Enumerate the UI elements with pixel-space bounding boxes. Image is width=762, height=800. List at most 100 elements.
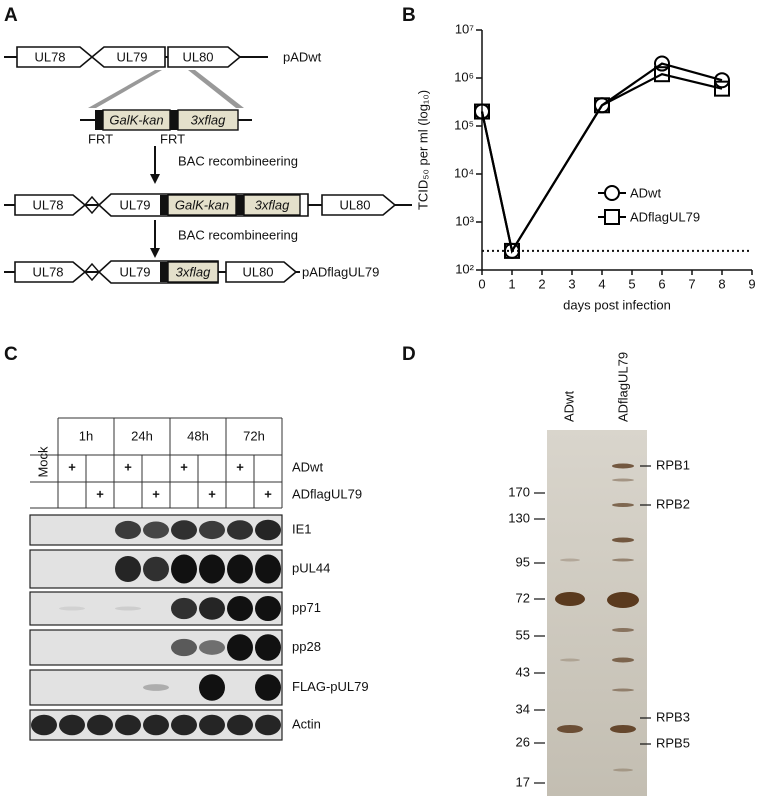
data-point	[504, 242, 520, 259]
blot-band	[115, 520, 141, 540]
legend-label: ADflagUL79	[630, 209, 700, 224]
x-tick-label: 4	[598, 276, 605, 291]
blot-band	[199, 597, 225, 620]
label: UL78	[34, 49, 65, 64]
gene-arrow	[321, 194, 397, 216]
construct-name: pADflagUL79	[302, 264, 379, 279]
y-tick-label: 10⁷	[455, 21, 474, 36]
cassette-part	[243, 194, 301, 216]
blot-band	[255, 519, 281, 541]
x-tick-label: 3	[568, 276, 575, 291]
data-point	[474, 103, 490, 120]
blot-band	[143, 714, 169, 736]
gel-band	[612, 558, 634, 562]
blot-band	[171, 554, 197, 584]
x-tick-label: 8	[718, 276, 725, 291]
blot-band	[171, 597, 197, 620]
time-label: 72h	[243, 428, 265, 443]
blot-band	[255, 554, 281, 584]
plus-sign: +	[152, 486, 160, 501]
cassette-part	[167, 261, 219, 283]
legend-marker	[604, 185, 620, 201]
plus-sign: +	[236, 459, 244, 474]
blot-band	[143, 684, 169, 691]
legend-label: ADwt	[630, 185, 661, 200]
blot-band	[199, 640, 225, 655]
gene-arrow	[225, 261, 298, 283]
panel-label: D	[402, 344, 416, 365]
cassette-label: 3xflag	[191, 112, 226, 127]
cassette-part	[177, 109, 239, 131]
marker-label: 26	[516, 734, 530, 749]
blot-band	[171, 714, 197, 736]
blot-label: IE1	[292, 521, 312, 536]
label: UL79	[116, 49, 147, 64]
marker-label: 130	[508, 510, 530, 525]
gene-arrow	[167, 46, 242, 68]
gel-band	[612, 537, 634, 543]
gel-band	[555, 592, 585, 606]
marker-label: 95	[516, 554, 530, 569]
gel-band	[612, 657, 634, 663]
gene-arrow	[16, 46, 94, 68]
data-point	[714, 80, 730, 97]
series-line	[480, 73, 723, 254]
mock-label: Mock	[35, 446, 50, 478]
blot-band	[143, 556, 169, 582]
panel-label: C	[4, 344, 18, 365]
data-point	[714, 72, 730, 89]
blot-band	[199, 554, 225, 584]
label: UL80	[242, 264, 273, 279]
blot-band	[143, 521, 169, 539]
blot-label: pUL44	[292, 560, 330, 575]
frt-block	[95, 110, 103, 130]
blot-band	[199, 714, 225, 736]
x-tick-label: 2	[538, 276, 545, 291]
step-label: BAC recombineering	[178, 227, 298, 242]
frt-block	[160, 262, 168, 282]
blot-band	[59, 714, 85, 736]
x-tick-label: 6	[658, 276, 665, 291]
marker-label: 43	[516, 664, 530, 679]
blot-band	[227, 520, 253, 540]
blot-band	[31, 714, 57, 736]
blot-band	[199, 520, 225, 540]
label: UL80	[182, 49, 213, 64]
x-tick-label: 9	[748, 276, 755, 291]
treatment-label: ADwt	[292, 459, 323, 474]
subunit-label: RPB5	[656, 735, 690, 750]
construct-name: pADwt	[283, 49, 322, 64]
time-label: 24h	[131, 428, 153, 443]
lane-label: ADflagUL79	[615, 352, 630, 422]
arrow-head	[150, 248, 160, 258]
blot-band	[171, 638, 197, 657]
blot-label: FLAG-pUL79	[292, 679, 369, 694]
blot-band	[227, 634, 253, 661]
cassette-label: GalK-kan	[175, 197, 229, 212]
subunit-label: RPB1	[656, 457, 690, 472]
marker-label: 17	[516, 774, 530, 789]
frt-block	[160, 195, 168, 215]
subunit-label: RPB2	[656, 496, 690, 511]
gel-band	[557, 725, 583, 733]
cassette-label: 3xflag	[176, 264, 211, 279]
plus-sign: +	[180, 459, 188, 474]
blot-band	[171, 520, 197, 540]
y-axis-label: TCID₅₀ per ml (log₁₀)	[415, 90, 430, 210]
gel-band	[560, 658, 580, 662]
marker-label: 170	[508, 484, 530, 499]
gel-band	[612, 628, 634, 632]
gene-arrow	[90, 46, 166, 68]
marker-label: 55	[516, 627, 530, 642]
blot-band	[255, 595, 281, 622]
blot-band	[115, 606, 141, 611]
marker-label: 72	[516, 590, 530, 605]
marker-label: 34	[516, 701, 530, 716]
label: UL80	[339, 197, 370, 212]
blot-label: pp28	[292, 639, 321, 654]
frt-label: FRT	[160, 131, 185, 146]
cassette-label: GalK-kan	[109, 112, 163, 127]
label: UL79	[119, 197, 150, 212]
gel-band	[612, 463, 634, 469]
